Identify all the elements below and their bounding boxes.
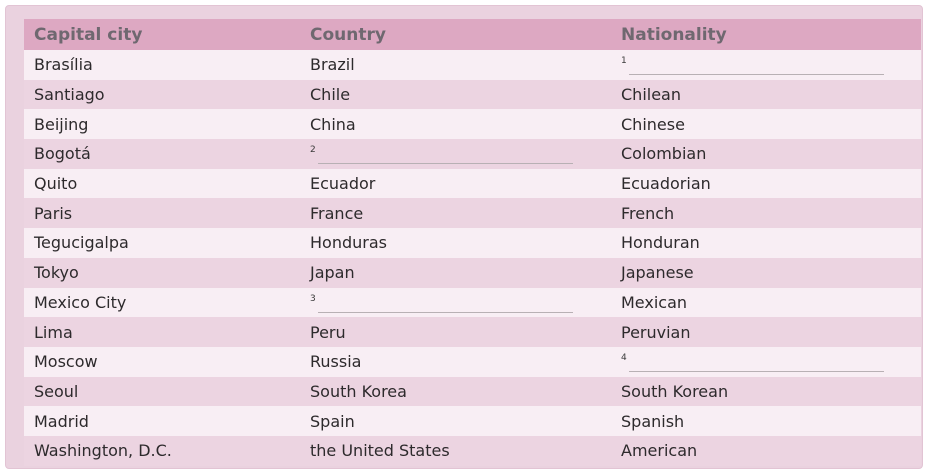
table-row: Quito Ecuador Ecuadorian xyxy=(24,168,921,199)
header-country: Country xyxy=(310,24,386,45)
country-cell: South Korea xyxy=(310,381,407,401)
nationality-cell: French xyxy=(621,203,675,223)
capital-cell: Seoul xyxy=(34,381,79,401)
table-frame: Capital city Country Nationality Brasíli… xyxy=(5,5,923,469)
capital-cell: Beijing xyxy=(34,114,89,134)
table-row: Bogotá 2 Colombian xyxy=(24,139,921,169)
answer-blank[interactable]: 3 xyxy=(310,293,573,313)
country-cell: Ecuador xyxy=(310,174,376,194)
capital-cell: Washington, D.C. xyxy=(34,441,172,461)
table-row: Lima Peru Peruvian xyxy=(24,317,921,347)
table-row: Santiago Chile Chilean xyxy=(24,79,921,110)
capital-cell: Madrid xyxy=(34,411,89,431)
table-row: Moscow Russia 4 xyxy=(24,346,921,377)
header-capital: Capital city xyxy=(34,24,143,45)
nationality-cell: American xyxy=(621,441,698,461)
blank-line xyxy=(318,163,573,165)
answer-blank[interactable]: 1 xyxy=(621,56,884,75)
capital-cell: Moscow xyxy=(34,352,98,372)
table-row: Washington, D.C. the United States Ameri… xyxy=(24,435,921,466)
blank-line xyxy=(629,370,884,372)
capital-cell: Quito xyxy=(34,174,78,194)
table-row: Madrid Spain Spanish xyxy=(24,406,921,436)
answer-blank[interactable]: 4 xyxy=(621,352,884,372)
table-row: Tegucigalpa Honduras Honduran xyxy=(24,228,921,258)
table-row: Tokyo Japan Japanese xyxy=(24,257,921,288)
blank-line xyxy=(318,311,573,313)
country-cell: Honduras xyxy=(310,233,387,253)
country-cell: Spain xyxy=(310,411,355,431)
table-row: Seoul South Korea South Korean xyxy=(24,376,921,407)
header-nationality: Nationality xyxy=(621,24,727,45)
nationality-cell: Colombian xyxy=(621,144,707,164)
country-cell: Russia xyxy=(310,352,362,372)
nationality-cell: Ecuadorian xyxy=(621,174,711,194)
nationality-cell: South Korean xyxy=(621,381,729,401)
capital-cell: Santiago xyxy=(34,85,105,105)
blank-number: 3 xyxy=(310,293,316,304)
table-header: Capital city Country Nationality xyxy=(24,19,921,50)
nationality-cell: Peruvian xyxy=(621,322,691,342)
capital-cell: Mexico City xyxy=(34,292,127,312)
nationality-cell: Spanish xyxy=(621,411,685,431)
capital-cell: Paris xyxy=(34,203,73,223)
nationality-cell: Chilean xyxy=(621,85,681,105)
blank-number: 4 xyxy=(621,352,627,363)
table-row: Beijing China Chinese xyxy=(24,109,921,140)
blank-number: 1 xyxy=(621,56,627,66)
nationality-cell: Japanese xyxy=(621,263,694,283)
country-cell: Peru xyxy=(310,322,346,342)
country-cell: France xyxy=(310,203,364,223)
nationality-cell: Mexican xyxy=(621,292,688,312)
table-row: Paris France French xyxy=(24,198,921,229)
capital-cell: Lima xyxy=(34,322,73,342)
country-cell: Chile xyxy=(310,85,351,105)
country-cell: the United States xyxy=(310,441,450,461)
country-cell: China xyxy=(310,114,356,134)
nationality-cell: Honduran xyxy=(621,233,700,253)
table-row: Brasília Brazil 1 xyxy=(24,50,921,80)
nationality-cell: Chinese xyxy=(621,114,685,134)
blank-number: 2 xyxy=(310,145,316,156)
capital-cell: Brasília xyxy=(34,55,93,75)
capital-cell: Tegucigalpa xyxy=(34,233,129,253)
country-cell: Brazil xyxy=(310,55,355,75)
answer-blank[interactable]: 2 xyxy=(310,145,573,165)
table-row: Mexico City 3 Mexican xyxy=(24,287,921,318)
capital-cell: Bogotá xyxy=(34,144,91,164)
capital-cell: Tokyo xyxy=(34,263,79,283)
country-cell: Japan xyxy=(310,263,355,283)
capitals-table: Capital city Country Nationality Brasíli… xyxy=(24,19,921,466)
blank-line xyxy=(629,74,884,75)
